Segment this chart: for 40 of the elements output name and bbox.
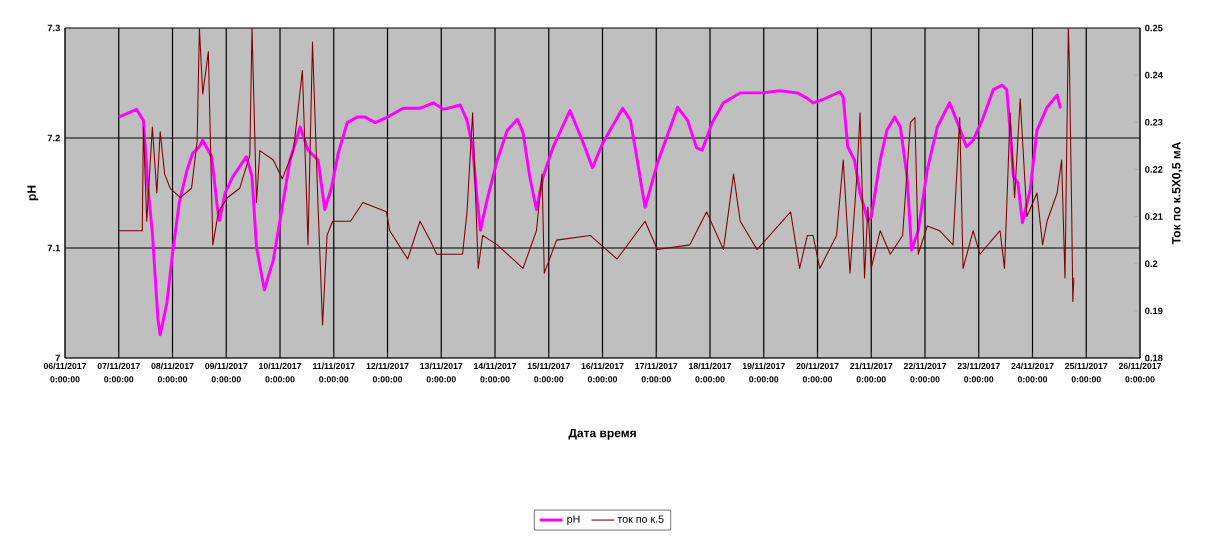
x-tick-label: 26/11/2017 0:00:00: [1118, 362, 1162, 383]
y2-tick-label: 0.23: [1145, 118, 1163, 126]
y-tick-label: 7.2: [47, 134, 60, 142]
x-tick-label: 16/11/2017 0:00:00: [581, 362, 624, 383]
x-tick-label: 06/11/2017 0:00:00: [43, 362, 87, 383]
x-tick-label: 24/11/2017 0:00:00: [1011, 362, 1054, 383]
y-axis-title: pH: [27, 185, 39, 201]
x-tick-label: 08/11/2017 0:00:00: [151, 362, 194, 383]
x-tick-label: 10/11/2017 0:00:00: [259, 362, 302, 383]
x-tick-label: 25/11/2017 0:00:00: [1065, 362, 1108, 383]
x-tick-label: 17/11/2017 0:00:00: [635, 362, 678, 383]
x-tick-label: 18/11/2017 0:00:00: [689, 362, 732, 383]
x-tick-label: 09/11/2017 0:00:00: [205, 362, 248, 383]
y2-axis-title: Ток по к.5Х0,5 мА: [1172, 141, 1183, 245]
y2-tick-label: 0.25: [1145, 24, 1163, 32]
y2-tick-label: 0.21: [1145, 213, 1163, 220]
x-tick-label: 14/11/2017 0:00:00: [474, 362, 517, 383]
x-tick-label: 19/11/2017 0:00:00: [742, 362, 785, 383]
x-tick-label: 11/11/2017 0:00:00: [313, 362, 355, 383]
x-axis-title: Дата время: [568, 428, 636, 440]
y2-tick-label: 0.2: [1145, 260, 1158, 267]
y-tick-label: 7: [55, 354, 60, 362]
y-tick-label: 7.3: [47, 24, 60, 32]
y2-tick-label: 0.19: [1145, 307, 1163, 315]
x-tick-label: 07/11/2017 0:00:00: [97, 362, 140, 383]
x-tick-label: 20/11/2017 0:00:00: [796, 362, 839, 383]
y2-tick-label: 0.22: [1145, 166, 1163, 173]
legend-label: pH: [567, 515, 580, 525]
x-tick-label: 23/11/2017 0:00:00: [957, 362, 1000, 383]
x-tick-label: 12/11/2017 0:00:00: [366, 362, 409, 383]
x-tick-label: 22/11/2017 0:00:00: [903, 362, 947, 383]
y-tick-label: 7.1: [47, 244, 61, 252]
x-tick-label: 21/11/2017 0:00:00: [850, 362, 893, 383]
y2-tick-label: 0.18: [1145, 354, 1163, 362]
x-tick-label: 13/11/2017 0:00:00: [420, 362, 463, 383]
line-series: [117, 83, 1062, 337]
y2-tick-label: 0.24: [1145, 71, 1163, 79]
x-tick-label: 15/11/2017 0:00:00: [527, 362, 570, 383]
legend-label: ток по к.5: [617, 515, 664, 523]
line-series: [118, 28, 1075, 326]
